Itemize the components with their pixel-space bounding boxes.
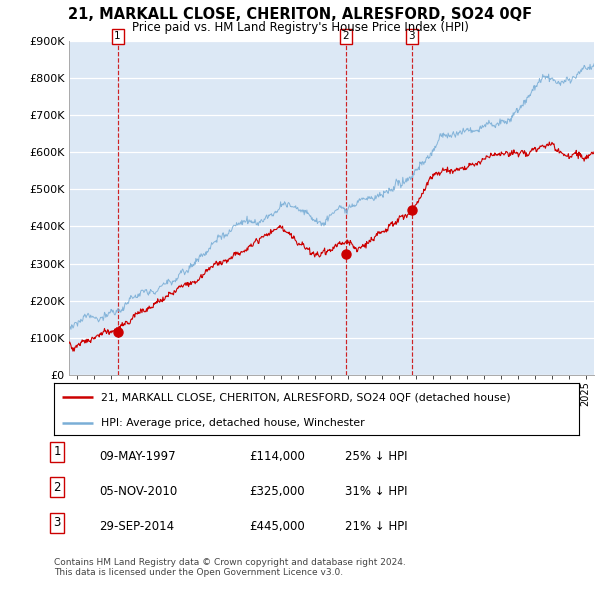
Text: 2: 2 <box>343 31 349 41</box>
Text: 2: 2 <box>53 481 61 494</box>
Text: 1: 1 <box>53 445 61 458</box>
Text: 3: 3 <box>53 516 61 529</box>
Text: £114,000: £114,000 <box>249 450 305 463</box>
Text: 25% ↓ HPI: 25% ↓ HPI <box>345 450 407 463</box>
Text: 21% ↓ HPI: 21% ↓ HPI <box>345 520 407 533</box>
Text: 09-MAY-1997: 09-MAY-1997 <box>99 450 176 463</box>
Text: Contains HM Land Registry data © Crown copyright and database right 2024.: Contains HM Land Registry data © Crown c… <box>54 558 406 566</box>
Text: 3: 3 <box>409 31 415 41</box>
Text: 21, MARKALL CLOSE, CHERITON, ALRESFORD, SO24 0QF (detached house): 21, MARKALL CLOSE, CHERITON, ALRESFORD, … <box>101 392 511 402</box>
Text: 29-SEP-2014: 29-SEP-2014 <box>99 520 174 533</box>
Text: HPI: Average price, detached house, Winchester: HPI: Average price, detached house, Winc… <box>101 418 365 428</box>
Text: £445,000: £445,000 <box>249 520 305 533</box>
Text: 1: 1 <box>114 31 121 41</box>
Text: 31% ↓ HPI: 31% ↓ HPI <box>345 485 407 498</box>
Text: 21, MARKALL CLOSE, CHERITON, ALRESFORD, SO24 0QF: 21, MARKALL CLOSE, CHERITON, ALRESFORD, … <box>68 7 532 22</box>
Text: 05-NOV-2010: 05-NOV-2010 <box>99 485 177 498</box>
Text: £325,000: £325,000 <box>249 485 305 498</box>
Text: Price paid vs. HM Land Registry's House Price Index (HPI): Price paid vs. HM Land Registry's House … <box>131 21 469 34</box>
Text: This data is licensed under the Open Government Licence v3.0.: This data is licensed under the Open Gov… <box>54 568 343 576</box>
